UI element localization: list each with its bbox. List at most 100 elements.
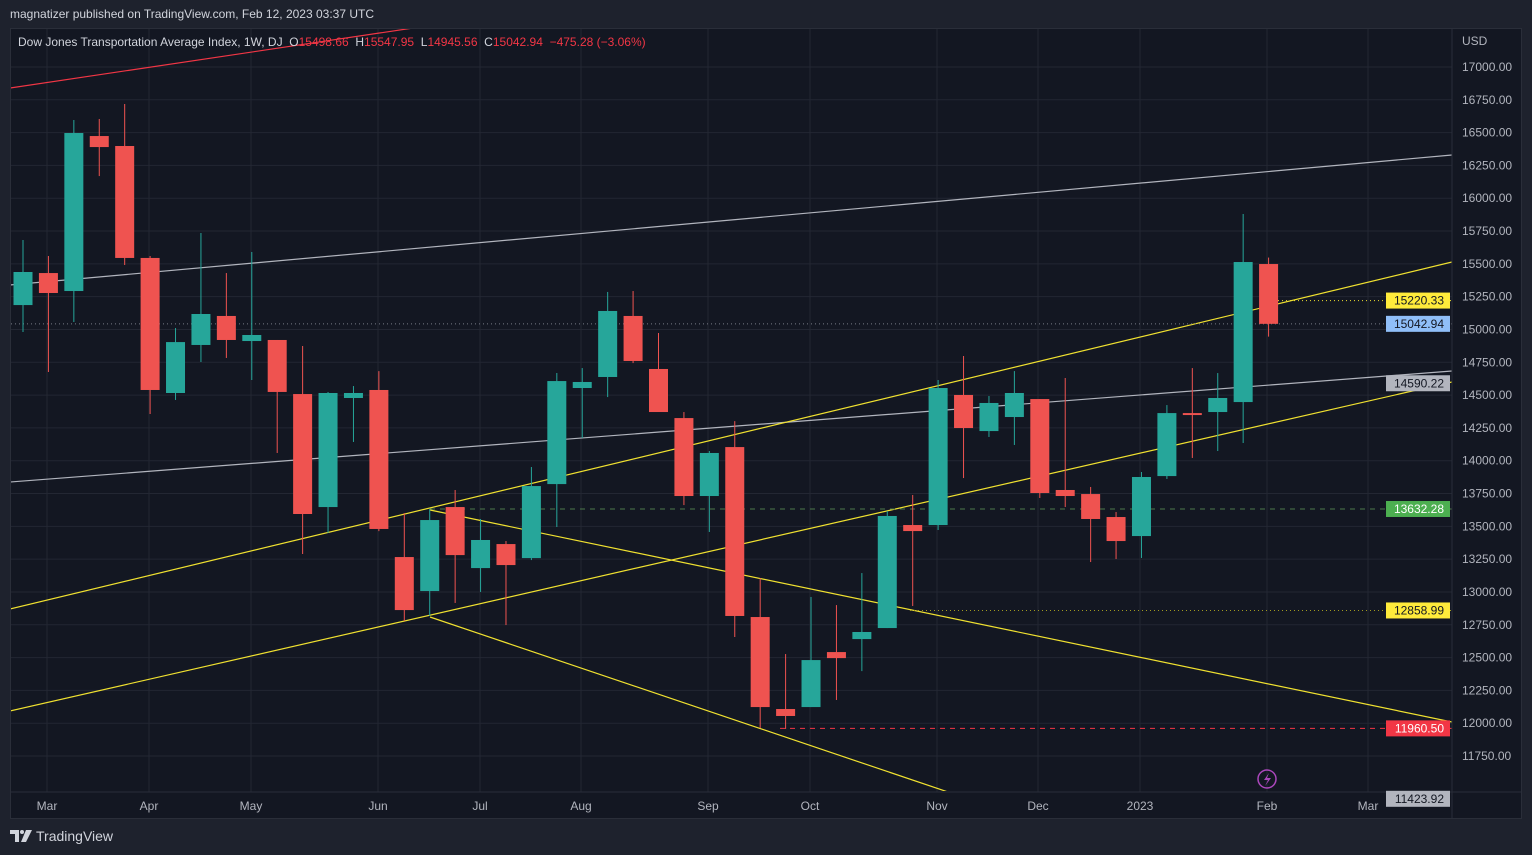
candle (1055, 378, 1075, 508)
candle (1259, 257, 1279, 337)
candle-body (623, 315, 643, 361)
price-tick-label: 15500.00 (1462, 257, 1512, 271)
candle-body (191, 313, 211, 345)
price-badges: 15220.33 15042.94 14590.22 13632.28 12858.99… (1386, 292, 1450, 807)
candle (1233, 213, 1253, 444)
trendline[interactable] (10, 261, 1452, 610)
candle-body (420, 520, 440, 592)
candle-body (267, 339, 287, 392)
candle-body (140, 257, 160, 390)
time-tick-label: Jun (368, 799, 387, 813)
candle-body (1004, 393, 1024, 418)
candle-body (928, 388, 948, 526)
price-badge-label: 11423.92 (1395, 792, 1444, 806)
candle (140, 255, 160, 414)
candle (521, 467, 541, 561)
candle-body (1233, 262, 1253, 403)
candle (471, 518, 491, 592)
price-badge-bg (1386, 720, 1450, 737)
price-tick-label: 16250.00 (1462, 158, 1512, 172)
candle (928, 380, 948, 531)
candle-body (64, 133, 84, 292)
close-label: C (484, 35, 493, 49)
candle-body (445, 507, 465, 556)
candle (115, 104, 135, 266)
candle-body (1081, 494, 1101, 519)
candle (216, 273, 236, 358)
time-tick-label: Jul (472, 799, 487, 813)
price-badge-label: 11960.50 (1395, 721, 1444, 735)
price-badge-bg (1386, 500, 1450, 517)
price-tick-label: 14500.00 (1462, 388, 1512, 402)
symbol-legend: Dow Jones Transportation Average Index, … (18, 35, 646, 49)
candle-body (369, 389, 389, 529)
candle (343, 386, 363, 442)
symbol-title: Dow Jones Transportation Average Index, … (18, 35, 283, 49)
price-badge-label: 12858.99 (1394, 603, 1444, 617)
currency-label: USD (1462, 34, 1488, 48)
high-label: H (355, 35, 365, 49)
trendline[interactable] (10, 27, 420, 89)
candle (191, 233, 211, 363)
candle-body (699, 452, 719, 497)
candle-body (521, 486, 541, 559)
candle (318, 391, 338, 534)
candle-body (547, 381, 567, 485)
trendline-drawings[interactable] (10, 27, 1452, 792)
candle (1208, 373, 1228, 452)
candle-body (1055, 489, 1075, 497)
price-tick-label: 12750.00 (1462, 618, 1512, 632)
open-label: O (289, 35, 299, 49)
candle-body (801, 660, 821, 708)
tradingview-logo-icon (10, 830, 32, 842)
candle-body (725, 447, 745, 616)
candle (826, 605, 846, 700)
price-badge-bg (1386, 375, 1450, 392)
candles (13, 104, 1279, 729)
candle (1131, 472, 1151, 558)
candle-body (826, 652, 846, 659)
time-tick-label: Apr (140, 799, 159, 813)
lightning-icon[interactable] (1257, 769, 1277, 789)
trendline[interactable] (10, 370, 1452, 483)
candle (1081, 486, 1101, 563)
candle (13, 239, 33, 332)
candle (954, 355, 974, 479)
time-axis[interactable]: Mar Apr May Jun Jul Aug Sep Oct Nov Dec 2023 Feb Mar (37, 799, 1379, 813)
candle-body (1106, 517, 1126, 542)
price-badge-bg (1386, 602, 1450, 619)
candle-body (293, 394, 313, 515)
price-badge: 15220.33 (1386, 292, 1450, 309)
candle-body (471, 539, 491, 569)
candle (801, 596, 821, 708)
candle-body (649, 368, 668, 413)
price-badge-label: 13632.28 (1394, 502, 1444, 516)
candle-body (877, 515, 897, 629)
candle-body (903, 525, 923, 532)
tradingview-logo[interactable]: TradingView (10, 828, 113, 844)
time-tick-label: Aug (570, 799, 591, 813)
candle (1106, 512, 1126, 560)
price-tick-label: 12250.00 (1462, 683, 1512, 697)
candle (394, 513, 414, 621)
price-badge-bg (1386, 315, 1450, 332)
price-tick-label: 14250.00 (1462, 421, 1512, 435)
candle (1004, 371, 1024, 445)
candle (903, 494, 923, 607)
price-axis[interactable]: 17000.00 16750.00 16500.00 16250.00 16000.00… (1462, 60, 1512, 763)
candle-body (38, 273, 58, 293)
trendline[interactable] (429, 616, 948, 792)
candle-body (598, 310, 618, 377)
low-value: 14945.56 (427, 35, 478, 49)
candle (38, 255, 58, 373)
price-badge: 14590.22 (1386, 375, 1450, 392)
price-badge-bg (1386, 292, 1450, 309)
candle-body (216, 315, 236, 340)
time-tick-label: Sep (697, 799, 719, 813)
trendline[interactable] (10, 154, 1452, 286)
candle (293, 346, 313, 555)
candle (877, 510, 897, 629)
price-badge-label: 14590.22 (1394, 376, 1444, 390)
trendline[interactable] (429, 509, 1452, 723)
